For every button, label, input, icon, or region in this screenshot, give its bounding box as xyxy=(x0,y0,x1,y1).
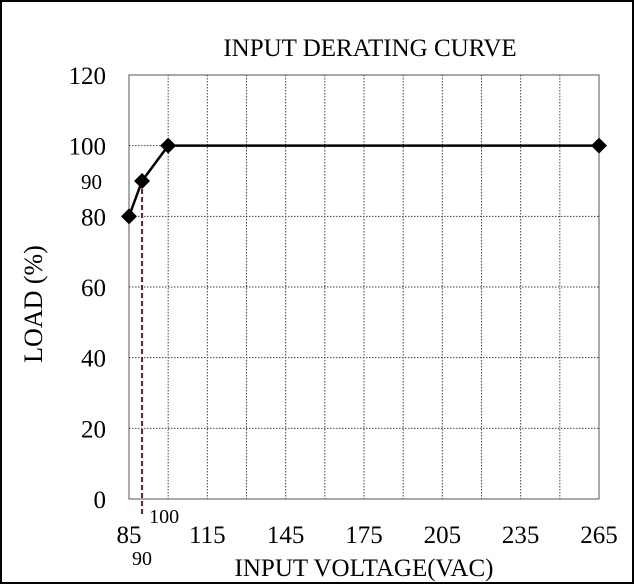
y-tick-label: 20 xyxy=(81,416,106,443)
x-tick-label: 115 xyxy=(189,522,226,549)
y-tick-label: 60 xyxy=(81,275,106,302)
y-tick-label: 40 xyxy=(81,346,106,373)
data-point-marker xyxy=(134,173,151,189)
x-tick-label: 85 xyxy=(117,522,142,549)
y-tick-label: 80 xyxy=(81,204,106,231)
data-point-marker xyxy=(121,208,137,225)
x-axis-label: INPUT VOLTAGE(VAC) xyxy=(235,555,494,582)
data-point-marker xyxy=(591,137,607,154)
x-tick-label: 235 xyxy=(502,522,540,549)
data-point-marker xyxy=(160,137,177,154)
plot-area-border xyxy=(128,74,600,500)
series-line xyxy=(127,144,599,217)
x-extra-tick-label: 100 xyxy=(149,506,179,528)
x-tick-label: 145 xyxy=(267,522,305,549)
y-extra-tick-label: 90 xyxy=(81,170,102,194)
x-tick-label: 205 xyxy=(424,522,462,549)
y-tick-label: 100 xyxy=(69,134,107,161)
x-tick-label: 175 xyxy=(345,522,383,549)
y-axis-label: LOAD (%) xyxy=(19,245,48,363)
x-tick-label: 265 xyxy=(580,522,618,549)
y-tick-label: 120 xyxy=(69,63,107,90)
y-tick-label: 0 xyxy=(94,487,107,514)
chart-title: INPUT DERATING CURVE xyxy=(223,35,516,62)
x-extra-tick-label: 90 xyxy=(132,548,152,570)
